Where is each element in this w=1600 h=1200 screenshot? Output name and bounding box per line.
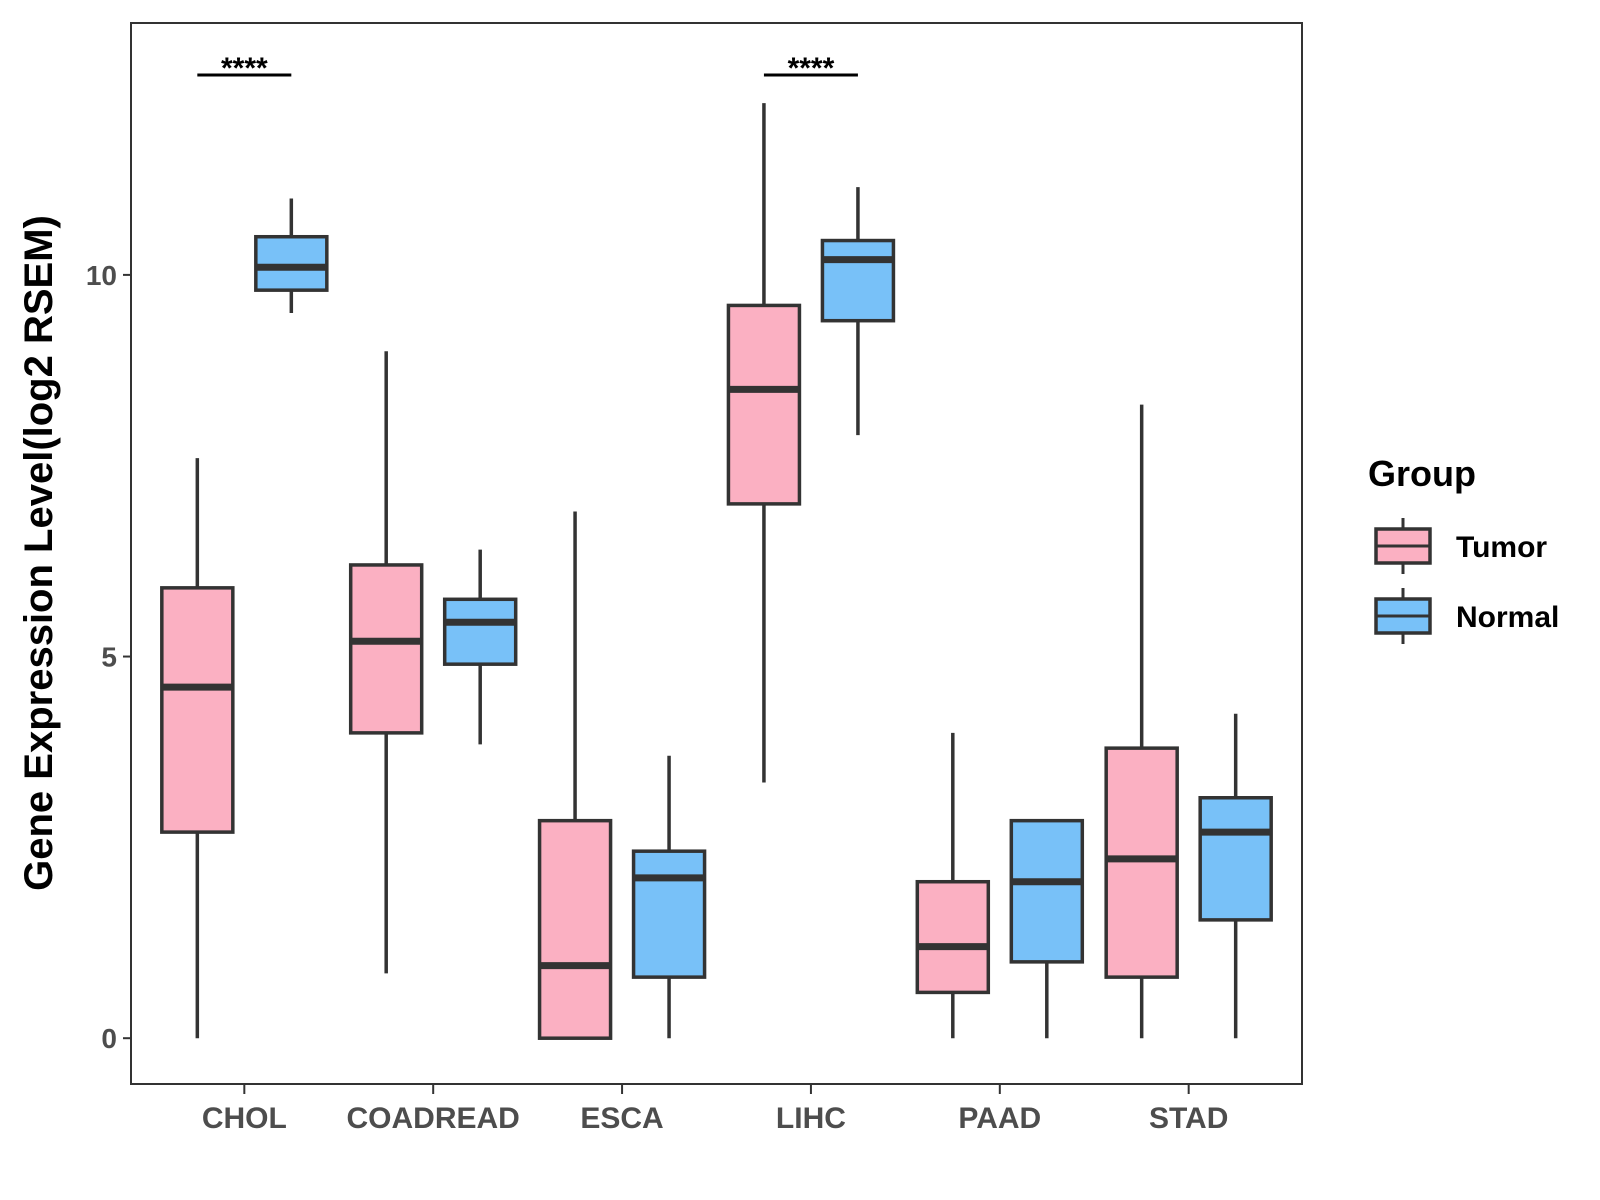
box-body-normal-paad bbox=[1009, 818, 1085, 964]
box-tumor-coadread bbox=[348, 351, 424, 974]
box-body-tumor-esca bbox=[537, 818, 613, 1040]
x-axis: CHOL COADREAD ESCA LIHC PAAD STAD bbox=[202, 1084, 1228, 1135]
box-body-normal-lihc bbox=[820, 238, 896, 323]
y-axis: 0 5 10 bbox=[86, 260, 131, 1054]
box-normal-esca bbox=[631, 755, 707, 1039]
box-body-tumor-coadread bbox=[348, 563, 424, 735]
legend-label-tumor: Tumor bbox=[1456, 531, 1547, 564]
box-normal-stad bbox=[1198, 713, 1273, 1039]
panel-border bbox=[130, 22, 1303, 1085]
x-tick-label: ESCA bbox=[580, 1102, 663, 1135]
box-body-normal-stad bbox=[1198, 796, 1273, 922]
boxes-layer bbox=[160, 103, 1273, 1040]
box-body-normal-coadread bbox=[442, 597, 518, 666]
box-normal-coadread bbox=[442, 549, 518, 745]
legend-label-normal: Normal bbox=[1456, 601, 1559, 634]
box-body-normal-esca bbox=[631, 849, 707, 979]
significance-chol: **** bbox=[197, 52, 292, 85]
y-tick-label: 10 bbox=[86, 260, 117, 291]
x-tick-label: COADREAD bbox=[347, 1102, 520, 1135]
significance-label: **** bbox=[788, 52, 835, 85]
box-tumor-chol bbox=[160, 458, 235, 1039]
y-tick-label: 0 bbox=[101, 1023, 117, 1054]
box-normal-chol bbox=[254, 198, 329, 314]
box-tumor-lihc bbox=[726, 103, 802, 783]
legend: Group Tumor Normal bbox=[1368, 453, 1559, 644]
x-tick-label: PAAD bbox=[958, 1102, 1041, 1135]
legend-item-normal: Normal bbox=[1374, 588, 1559, 644]
box-normal-lihc bbox=[820, 187, 896, 436]
legend-title: Group bbox=[1368, 453, 1476, 494]
y-tick-label: 5 bbox=[101, 642, 117, 673]
box-body-tumor-lihc bbox=[726, 303, 802, 506]
box-body-tumor-chol bbox=[160, 586, 235, 834]
legend-item-tumor: Tumor bbox=[1374, 518, 1547, 574]
significance-lihc: **** bbox=[763, 52, 858, 85]
x-tick-label: LIHC bbox=[776, 1102, 846, 1135]
x-tick-label: CHOL bbox=[202, 1102, 287, 1135]
box-tumor-esca bbox=[537, 511, 613, 1040]
box-normal-paad bbox=[1009, 818, 1085, 1039]
y-axis-label: Gene Expression Level(log2 RSEM) bbox=[17, 215, 61, 891]
box-body-tumor-stad bbox=[1104, 746, 1179, 979]
x-tick-label: STAD bbox=[1149, 1102, 1228, 1135]
significance-annotations: **** **** bbox=[197, 52, 858, 85]
box-body-normal-chol bbox=[254, 234, 329, 292]
box-tumor-paad bbox=[915, 732, 991, 1039]
significance-label: **** bbox=[221, 52, 268, 85]
box-tumor-stad bbox=[1104, 404, 1179, 1039]
box-body-tumor-paad bbox=[915, 879, 991, 995]
